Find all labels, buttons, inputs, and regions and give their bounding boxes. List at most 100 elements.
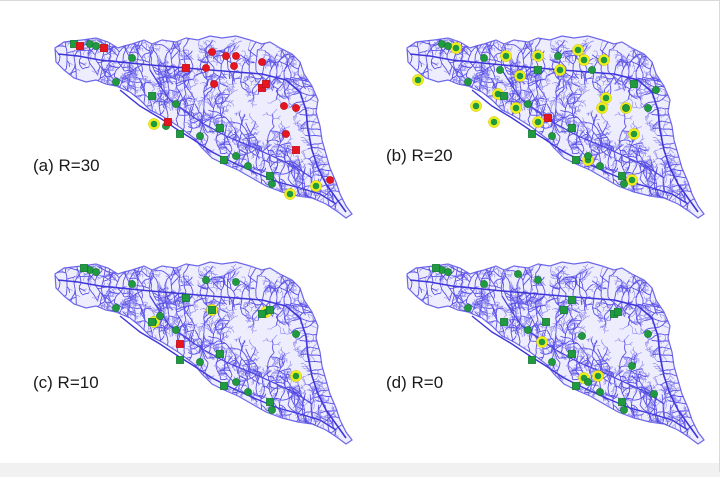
flagged-marker-circle	[210, 80, 218, 88]
flagged-marker-square	[76, 42, 84, 50]
flagged-marker-circle	[280, 102, 288, 110]
site-marker-square	[618, 398, 626, 406]
site-marker-circle	[444, 42, 452, 50]
site-marker-circle	[534, 276, 542, 284]
site-marker-square	[560, 306, 568, 314]
site-marker-circle	[652, 86, 660, 94]
flagged-marker-square	[262, 80, 270, 88]
site-marker-square	[216, 124, 224, 132]
highlighted-site-marker	[452, 44, 460, 52]
site-marker-square	[220, 156, 228, 164]
highlighted-site-marker	[414, 76, 422, 84]
site-marker-square	[568, 350, 576, 358]
site-marker-square	[630, 80, 638, 88]
site-marker-square	[182, 294, 190, 302]
highlighted-site-marker	[502, 52, 510, 60]
site-marker-circle	[578, 332, 586, 340]
flagged-marker-circle	[282, 130, 290, 138]
site-marker-square	[568, 296, 576, 304]
site-marker-circle	[112, 78, 120, 86]
highlighted-site-marker	[600, 56, 608, 64]
site-marker-circle	[644, 330, 652, 338]
highlighted-site-marker	[494, 90, 502, 98]
site-marker-square	[614, 308, 622, 316]
site-marker-square	[220, 382, 228, 390]
panel-d: (d) R=0	[386, 249, 713, 455]
site-marker-circle	[584, 378, 592, 386]
site-marker-circle	[620, 406, 628, 414]
site-marker-circle	[622, 104, 630, 112]
site-marker-circle	[292, 330, 300, 338]
site-marker-circle	[112, 304, 120, 312]
site-marker-circle	[244, 388, 252, 396]
highlighted-site-marker	[628, 176, 636, 184]
flagged-marker-circle	[292, 104, 300, 112]
flagged-marker-square	[292, 146, 300, 154]
site-marker-circle	[92, 268, 100, 276]
site-marker-circle	[548, 358, 556, 366]
highlighted-site-marker	[312, 182, 320, 190]
site-marker-circle	[628, 362, 636, 370]
river-basin-map	[390, 249, 713, 455]
highlighted-site-marker	[574, 46, 582, 54]
site-marker-square	[80, 264, 88, 272]
site-marker-circle	[128, 54, 136, 62]
site-marker-circle	[92, 42, 100, 50]
highlighted-site-marker	[150, 120, 158, 128]
highlighted-site-marker	[490, 118, 498, 126]
site-marker-circle	[650, 390, 658, 398]
site-marker-circle	[232, 278, 240, 286]
site-marker-square	[432, 264, 440, 272]
highlighted-site-marker	[594, 372, 602, 380]
highlighted-site-marker	[512, 104, 520, 112]
site-marker-circle	[496, 66, 504, 74]
site-marker-circle	[620, 180, 628, 188]
site-marker-square	[568, 124, 576, 132]
flagged-marker-circle	[230, 62, 238, 70]
site-marker-square	[572, 382, 580, 390]
site-marker-square	[500, 92, 508, 100]
river-basin-map	[390, 23, 713, 229]
panel-label: (b) R=20	[386, 146, 453, 165]
site-marker-square	[266, 172, 274, 180]
site-marker-circle	[480, 280, 488, 288]
site-marker-circle	[524, 326, 532, 334]
site-marker-circle	[196, 358, 204, 366]
site-marker-circle	[588, 66, 596, 74]
site-marker-circle	[596, 388, 604, 396]
site-marker-circle	[584, 152, 592, 160]
river-basin-map	[38, 23, 361, 229]
panel-b: (b) R=20	[386, 23, 713, 229]
site-marker-circle	[156, 312, 164, 320]
highlighted-site-marker	[472, 102, 480, 110]
site-marker-circle	[464, 78, 472, 86]
highlighted-site-marker	[292, 372, 300, 380]
site-marker-square	[258, 310, 266, 318]
flagged-marker-circle	[258, 58, 266, 66]
site-marker-square	[534, 66, 542, 74]
site-marker-circle	[268, 180, 276, 188]
site-marker-circle	[268, 406, 276, 414]
site-marker-circle	[232, 152, 240, 160]
site-marker-square	[176, 356, 184, 364]
flagged-marker-circle	[222, 52, 230, 60]
site-marker-circle	[464, 304, 472, 312]
highlighted-site-marker	[516, 72, 524, 80]
bottom-shade	[0, 463, 720, 477]
flagged-marker-square	[258, 84, 266, 92]
site-marker-square	[266, 306, 274, 314]
panel-label: (d) R=0	[386, 373, 443, 392]
site-marker-square	[266, 398, 274, 406]
flagged-marker-square	[544, 114, 552, 122]
site-marker-square	[528, 356, 536, 364]
flagged-marker-circle	[208, 48, 216, 56]
highlighted-site-marker	[534, 52, 542, 60]
panel-label: (a) R=30	[33, 156, 100, 175]
site-marker-circle	[548, 132, 556, 140]
site-marker-circle	[128, 280, 136, 288]
site-marker-circle	[172, 326, 180, 334]
site-marker-square	[208, 306, 216, 314]
flagged-marker-circle	[202, 64, 210, 72]
site-marker-square	[542, 318, 550, 326]
